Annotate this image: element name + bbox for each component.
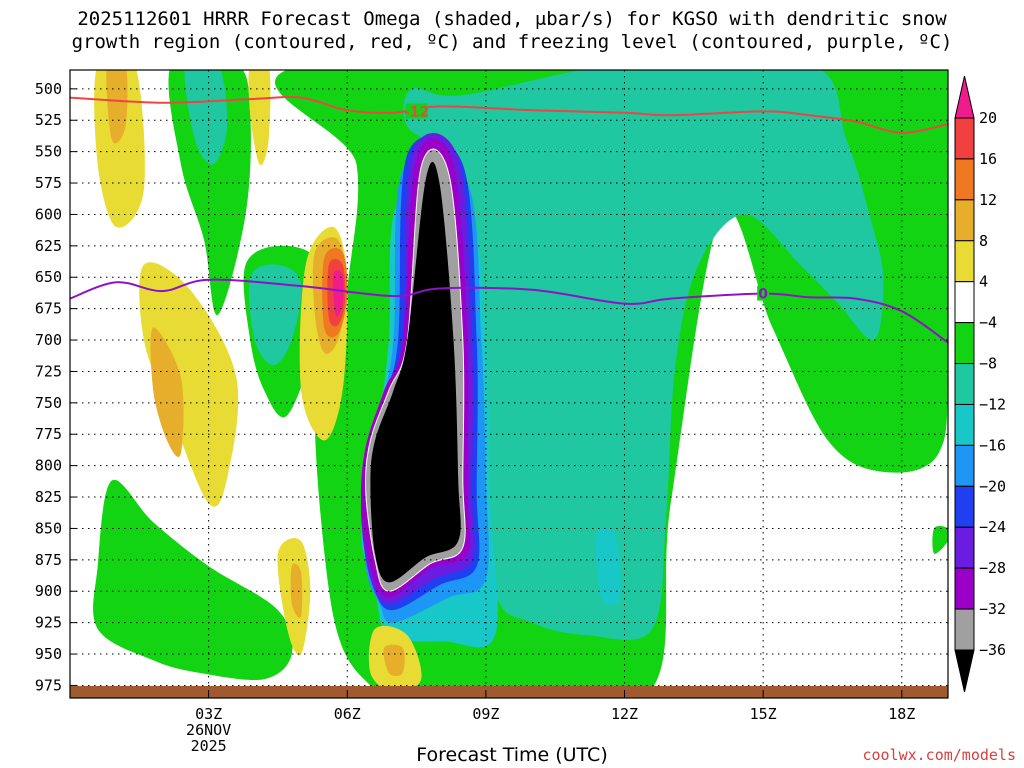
colorbar-label-12: −32	[979, 600, 1006, 618]
omega-region-17	[94, 70, 145, 228]
y-tick-label-825: 825	[35, 488, 62, 506]
colorbar-label-8: −16	[979, 436, 1006, 454]
omega-region-23	[106, 70, 128, 144]
date-label-year: 2025	[191, 737, 227, 755]
colorbar-top-arrow	[954, 75, 975, 119]
omega-region-27	[383, 644, 405, 677]
colorbar-segment-3	[954, 240, 975, 283]
gridlines	[70, 70, 948, 698]
omega-region-10	[596, 526, 621, 606]
colorbar-label-9: −20	[979, 477, 1006, 495]
y-tick-label-750: 750	[35, 394, 62, 412]
date-label-day: 26NOV	[186, 721, 231, 739]
colorbar-label-5: −4	[979, 314, 997, 332]
colorbar-segment-9	[954, 485, 975, 528]
omega-region-8	[248, 264, 302, 366]
x-tick-label-03Z: 03Z	[195, 705, 222, 723]
omega-region-24	[150, 327, 184, 458]
y-tick-label-575: 575	[35, 174, 62, 192]
omega-region-18	[248, 70, 271, 166]
y-tick-label-850: 850	[35, 519, 62, 537]
x-axis-label: Forecast Time (UTC)	[416, 744, 608, 766]
colorbar-bottom-arrow	[954, 649, 975, 693]
ground-surface	[70, 686, 948, 698]
y-tick-label-775: 775	[35, 425, 62, 443]
y-tick-label-800: 800	[35, 457, 62, 475]
colorbar-label-4: 4	[979, 273, 988, 291]
omega-region-26	[290, 563, 303, 618]
x-tick-label-12Z: 12Z	[611, 705, 638, 723]
y-tick-label-525: 525	[35, 111, 62, 129]
colorbar-label-3: 8	[979, 232, 988, 250]
y-tick-label-600: 600	[35, 205, 62, 223]
y-tick-label-675: 675	[35, 300, 62, 318]
colorbar-label-7: −12	[979, 395, 1006, 413]
colorbar-segment-6	[954, 363, 975, 405]
plot-frame	[69, 69, 949, 699]
y-tick-label-650: 650	[35, 268, 62, 286]
y-tick-label-925: 925	[35, 614, 62, 632]
omega-region-2	[93, 479, 293, 681]
y-tick-label-700: 700	[35, 331, 62, 349]
colorbar-segment-2	[954, 199, 975, 242]
omega-region-1	[168, 70, 251, 315]
site-credit: coolwx.com/models	[862, 746, 1016, 764]
y-tick-label-500: 500	[35, 80, 62, 98]
colorbar-label-0: 20	[979, 109, 997, 127]
colorbar-label-10: −24	[979, 518, 1006, 536]
colorbar: 20 16 12 8 4 −4 −8 −12 −16 −20 −24 −28 −32 −36	[954, 75, 1006, 693]
colorbar-segment-8	[954, 444, 975, 487]
colorbar-label-11: −28	[979, 559, 1006, 577]
colorbar-segment-4	[954, 281, 975, 324]
omega-region-16	[370, 161, 461, 583]
colorbar-label-13: −36	[979, 641, 1006, 659]
plot-area: -12 0	[70, 70, 948, 698]
colorbar-segment-0	[954, 117, 975, 160]
y-tick-label-975: 975	[35, 676, 62, 694]
y-tick-label-725: 725	[35, 362, 62, 380]
omega-region-7	[184, 70, 228, 165]
title-line-1: 2025112601 HRRR Forecast Omega (shaded, …	[77, 8, 947, 30]
y-tick-label-900: 900	[35, 582, 62, 600]
title-line-2: growth region (contoured, red, ºC) and f…	[71, 31, 953, 53]
colorbar-segment-12	[954, 608, 975, 651]
colorbar-label-2: 12	[979, 191, 997, 209]
colorbar-segment-10	[954, 526, 975, 569]
omega-region-6	[403, 70, 884, 641]
x-tick-label-18Z: 18Z	[888, 705, 915, 723]
freezing-level-label: 0	[758, 287, 768, 303]
dendritic-contour-line	[70, 95, 948, 134]
colorbar-segment-1	[954, 158, 975, 201]
y-axis: 500 525 550 575 600 625 650 675 700 725 750 775 800 8…	[35, 80, 77, 694]
y-tick-label-625: 625	[35, 237, 62, 255]
x-tick-label-06Z: 06Z	[334, 705, 361, 723]
freezing-level-line	[70, 278, 948, 344]
chart-title: 2025112601 HRRR Forecast Omega (shaded, …	[0, 8, 1024, 54]
y-tick-label-950: 950	[35, 645, 62, 663]
colorbar-label-6: −8	[979, 355, 997, 373]
omega-region-19	[139, 262, 239, 507]
x-tick-label-15Z: 15Z	[750, 705, 777, 723]
dendritic-contour-label: -12	[404, 104, 429, 120]
colorbar-segment-5	[954, 322, 975, 365]
y-tick-label-550: 550	[35, 143, 62, 161]
colorbar-label-1: 16	[979, 150, 997, 168]
y-tick-label-875: 875	[35, 551, 62, 569]
contour-lines: -12 0	[70, 95, 948, 344]
omega-shading	[93, 70, 948, 698]
colorbar-segment-7	[954, 403, 975, 446]
omega-region-4	[932, 526, 948, 554]
colorbar-segment-11	[954, 567, 975, 610]
omega-region-30	[333, 270, 344, 317]
x-tick-label-09Z: 09Z	[472, 705, 499, 723]
